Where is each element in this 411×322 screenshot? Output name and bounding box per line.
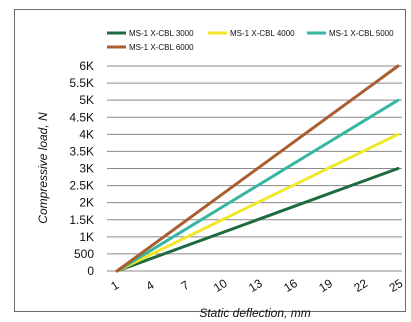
x-tick-label: 22 — [351, 276, 370, 295]
y-tick-label: 2.5K — [69, 179, 94, 193]
legend-label: MS-1 X-CBL 6000 — [129, 43, 194, 52]
y-tick-label: 3K — [79, 162, 94, 176]
legend-label: MS-1 X-CBL 3000 — [129, 29, 194, 38]
y-tick-label: 2K — [79, 196, 94, 210]
y-tick-label: 500 — [74, 247, 94, 261]
series-lines — [115, 64, 400, 273]
chart-frame — [14, 9, 406, 312]
x-tick-label: 7 — [179, 278, 192, 294]
y-axis-title: Compressive load, N — [36, 112, 50, 224]
y-tick-label: 3.5K — [69, 144, 94, 158]
x-tick-label: 4 — [143, 278, 156, 294]
series-line-4 — [115, 64, 400, 273]
y-tick-label: 1K — [79, 230, 94, 244]
legend-label: MS-1 X-CBL 4000 — [230, 29, 295, 38]
x-tick-label: 16 — [281, 276, 300, 295]
x-axis-title: Static deflection, mm — [199, 306, 310, 320]
y-tick-label: 6K — [79, 59, 94, 73]
legend: MS-1 X-CBL 3000 MS-1 X-CBL 4000 MS-1 X-CBL… — [107, 29, 394, 52]
x-tick-label: 19 — [316, 276, 335, 295]
series-line-1 — [115, 167, 400, 273]
series-line-3 — [115, 98, 400, 273]
series-line-2 — [115, 132, 400, 273]
x-axis-ticks: 1 4 7 10 13 16 19 22 25 — [108, 276, 405, 295]
y-tick-label: 0 — [87, 264, 94, 278]
legend-label: MS-1 X-CBL 5000 — [329, 29, 394, 38]
y-tick-label: 5K — [79, 93, 94, 107]
x-tick-label: 10 — [211, 276, 230, 295]
y-axis-ticks: 0 500 1K 1.5K 2K 2.5K 3K 3.5K 4K 4.5K 5K 5.5K 6K — [69, 59, 94, 278]
y-tick-label: 5.5K — [69, 76, 94, 90]
y-tick-label: 4K — [79, 127, 94, 141]
x-tick-label: 25 — [387, 276, 406, 295]
x-tick-label: 1 — [108, 278, 121, 294]
x-tick-label: 13 — [246, 276, 265, 295]
y-tick-label: 4.5K — [69, 110, 94, 124]
y-tick-label: 1.5K — [69, 213, 94, 227]
